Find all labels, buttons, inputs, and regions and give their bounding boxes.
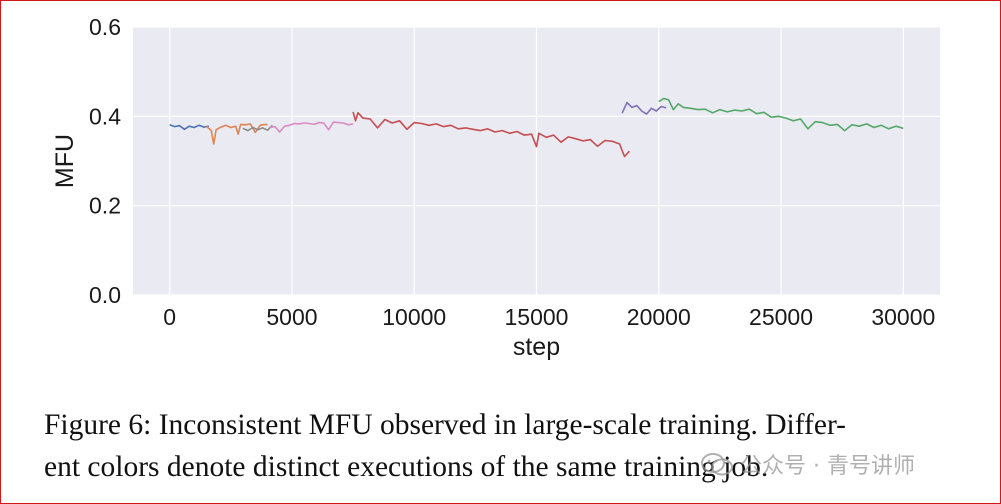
x-tick-label: 25000 (749, 304, 813, 330)
caption-line-1: Figure 6: Inconsistent MFU observed in l… (44, 409, 847, 441)
x-axis-label: step (513, 333, 560, 361)
y-tick-label: 0.4 (89, 103, 121, 129)
wechat-icon (701, 453, 733, 476)
y-tick-label: 0.6 (89, 14, 121, 40)
y-axis-label: MFU (51, 134, 79, 188)
x-tick-label: 30000 (871, 304, 935, 330)
y-tick-label: 0.0 (89, 282, 121, 308)
watermark-text: 公众号 · 青号讲师 (740, 454, 915, 479)
series-line-3 (242, 124, 273, 132)
y-tick-label: 0.2 (89, 193, 121, 219)
series-line-4 (269, 121, 354, 133)
watermark: 公众号 · 青号讲师 (700, 448, 915, 480)
series-line-1 (169, 124, 209, 131)
figure-caption: Figure 6: Inconsistent MFU observed in l… (44, 404, 994, 488)
caption-line-2: ent colors denote distinct executions of… (44, 451, 769, 483)
series-line-7 (658, 97, 904, 132)
x-tick-label: 10000 (382, 304, 446, 330)
series-line-5 (352, 111, 630, 158)
x-tick-label: 5000 (266, 304, 317, 330)
mfu-line-chart: 0 5000 10000 15000 20000 25000 30000 0.0 0.2 0.4 0… (51, 14, 940, 361)
series-line-6 (621, 101, 667, 115)
x-tick-label: 0 (163, 304, 176, 330)
x-tick-label: 20000 (627, 304, 691, 330)
x-tick-label: 15000 (505, 304, 569, 330)
